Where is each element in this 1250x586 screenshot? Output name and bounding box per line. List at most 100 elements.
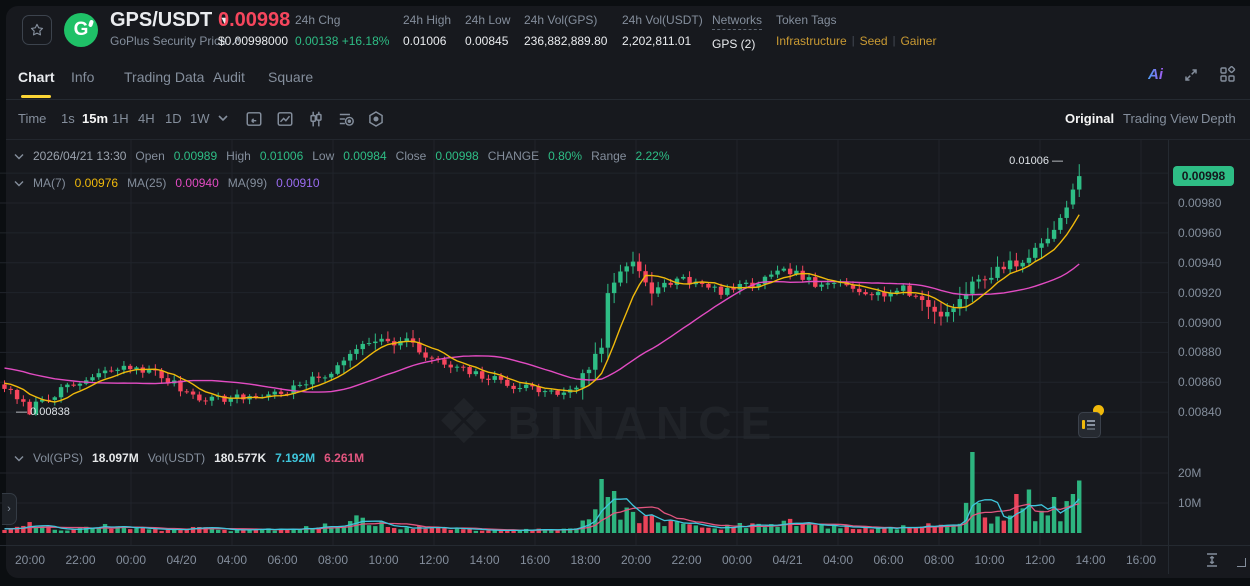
price-axis-label: 0.00860 — [1178, 375, 1222, 390]
time-axis[interactable]: 20:00 22:00 00:00 04/20 04:00 06:00 08:00 10:00… — [0, 545, 1250, 575]
token-logo: G — [64, 13, 98, 47]
time-axis-label: 14:00 — [469, 553, 500, 567]
stat-24h-high: 24h High 0.01006 — [403, 13, 451, 48]
ai-assistant-button[interactable]: Ai — [1148, 66, 1163, 83]
stat-label: 24h Chg — [295, 13, 341, 27]
time-axis-label: 04/21 — [772, 553, 803, 567]
tag-seed[interactable]: Seed — [859, 34, 888, 48]
chart-style-icon[interactable] — [276, 110, 294, 128]
external-link-icon: ↗ — [230, 34, 241, 48]
view-depth[interactable]: Depth — [1201, 111, 1236, 126]
price-axis-label: 0.00840 — [1178, 405, 1222, 420]
panel-expander-chevron[interactable]: › — [2, 493, 17, 525]
high-annotation: 0.01006 — — [1009, 155, 1063, 167]
time-axis-label: 22:00 — [65, 553, 96, 567]
stat-value: 0.01006 — [403, 34, 447, 48]
tab-trading-data[interactable]: Trading Data — [124, 69, 205, 85]
ma7-value: 0.00976 — [74, 176, 119, 190]
stat-label: 24h Vol(USDT) — [622, 13, 703, 27]
time-axis-label: 20:00 — [14, 553, 46, 567]
go-to-date-icon[interactable] — [245, 110, 263, 128]
view-original[interactable]: Original — [1065, 111, 1115, 126]
chart-svg — [0, 140, 1168, 545]
time-axis-label: 14:00 — [1075, 553, 1106, 567]
stat-value: 0.00138 +16.18% — [295, 34, 390, 48]
price-block: 0.00998 $0.00998000 — [218, 9, 290, 48]
price-axis-label: 0.00920 — [1178, 285, 1222, 300]
tag-gainer[interactable]: Gainer — [900, 34, 937, 48]
token-tags-label: Token Tags — [776, 13, 837, 27]
volume-axis-label: 10M — [1178, 496, 1202, 510]
time-axis-label: 20:00 — [620, 553, 652, 567]
layout-grid-icon[interactable] — [1219, 66, 1236, 83]
networks-label[interactable]: Networks — [712, 13, 763, 30]
price-axis[interactable]: 0.00980 0.00960 0.00940 0.00920 0.00900 0.008… — [1168, 140, 1250, 545]
volume-axis-label: 20M — [1178, 466, 1202, 480]
legend-open: 0.00989 — [173, 149, 218, 163]
stat-label: 24h High — [403, 13, 452, 27]
tab-audit[interactable]: Audit — [213, 69, 245, 85]
ma-legend: MA(7) 0.00976 MA(25) 0.00940 MA(99) 0.00910 — [14, 176, 320, 190]
candle-display-icon[interactable] — [307, 110, 325, 128]
interval-dropdown-caret-icon[interactable] — [218, 114, 228, 122]
stat-networks: Networks GPS (2) — [712, 13, 763, 51]
collapse-ohlc-icon[interactable] — [14, 153, 24, 160]
interval-15m[interactable]: 15m — [82, 111, 109, 126]
favorite-star-button[interactable] — [22, 15, 52, 45]
view-trading-view[interactable]: Trading View — [1123, 111, 1199, 126]
vol-ma-slow-value: 6.261M — [324, 451, 365, 465]
time-axis-label: 06:00 — [873, 553, 904, 567]
time-axis-label: 04/20 — [166, 553, 197, 567]
tag-separator: | — [851, 35, 855, 47]
resize-corner-handle[interactable] — [1237, 558, 1246, 567]
candlestick-chart-canvas[interactable]: ❖ BINANCE 2026/04/21 13:30 Open 0.00989 H… — [0, 140, 1168, 545]
ma99-value: 0.00910 — [276, 176, 320, 190]
token-price-link[interactable]: GoPlus Security Price ↗ — [110, 34, 241, 48]
interval-1h[interactable]: 1H — [112, 111, 129, 126]
collapse-ma-icon[interactable] — [14, 180, 24, 187]
stat-label: 24h Vol(GPS) — [524, 13, 598, 27]
indicators-icon[interactable] — [337, 110, 355, 128]
news-event-marker[interactable] — [1093, 405, 1104, 416]
interval-4h[interactable]: 4H — [138, 111, 155, 126]
time-axis-label: 12:00 — [1024, 553, 1056, 567]
interval-1d[interactable]: 1D — [165, 111, 182, 126]
stat-value: 0.00845 — [465, 34, 509, 48]
header: G GPS/USDT ▼ GoPlus Security Price ↗ 0.0… — [6, 6, 1250, 57]
networks-value: GPS (2) — [712, 37, 756, 51]
time-axis-label: 12:00 — [418, 553, 450, 567]
low-annotation: — 0.00838 — [16, 406, 70, 418]
tab-chart[interactable]: Chart — [18, 57, 55, 98]
legend-close: 0.00998 — [435, 149, 479, 163]
stat-24h-chg: 24h Chg 0.00138 +16.18% — [295, 13, 389, 48]
interval-1w[interactable]: 1W — [190, 111, 210, 126]
time-axis-label: 00:00 — [115, 553, 147, 567]
auto-scale-icon[interactable] — [1203, 551, 1221, 574]
collapse-volume-icon[interactable] — [14, 455, 24, 462]
news-icon[interactable] — [1078, 412, 1101, 438]
pair-dropdown-caret-icon: ▼ — [219, 14, 231, 27]
trading-widget-card — [6, 6, 1250, 578]
vol-gps-value: 18.097M — [92, 451, 139, 465]
price-axis-label: 0.00960 — [1178, 225, 1222, 240]
time-axis-label: 10:00 — [974, 553, 1005, 567]
fullscreen-icon[interactable] — [1183, 67, 1199, 83]
tag-separator: | — [892, 35, 896, 47]
stat-24h-low: 24h Low 0.00845 — [465, 13, 510, 48]
chart-settings-icon[interactable] — [367, 110, 385, 128]
current-price-badge: 0.00998 — [1173, 166, 1234, 187]
ohlc-legend: 2026/04/21 13:30 Open 0.00989 High 0.01006… — [14, 149, 670, 163]
stat-24h-vol-usdt: 24h Vol(USDT) 2,202,811.01 — [622, 13, 703, 48]
tab-info[interactable]: Info — [71, 69, 95, 85]
tab-square[interactable]: Square — [268, 69, 314, 85]
pair-selector[interactable]: GPS/USDT ▼ — [110, 9, 241, 32]
stat-token-tags: Token Tags Infrastructure | Seed | Gaine… — [776, 13, 936, 48]
time-axis-label: 04:00 — [822, 553, 854, 567]
legend-high: 0.01006 — [259, 149, 304, 163]
time-axis-label: 16:00 — [519, 553, 551, 567]
tag-infrastructure[interactable]: Infrastructure — [776, 34, 847, 48]
interval-1s[interactable]: 1s — [61, 111, 75, 126]
price-axis-label: 0.00980 — [1178, 196, 1222, 210]
time-axis-label: 16:00 — [1125, 553, 1157, 567]
stat-label: 24h Low — [465, 13, 511, 27]
